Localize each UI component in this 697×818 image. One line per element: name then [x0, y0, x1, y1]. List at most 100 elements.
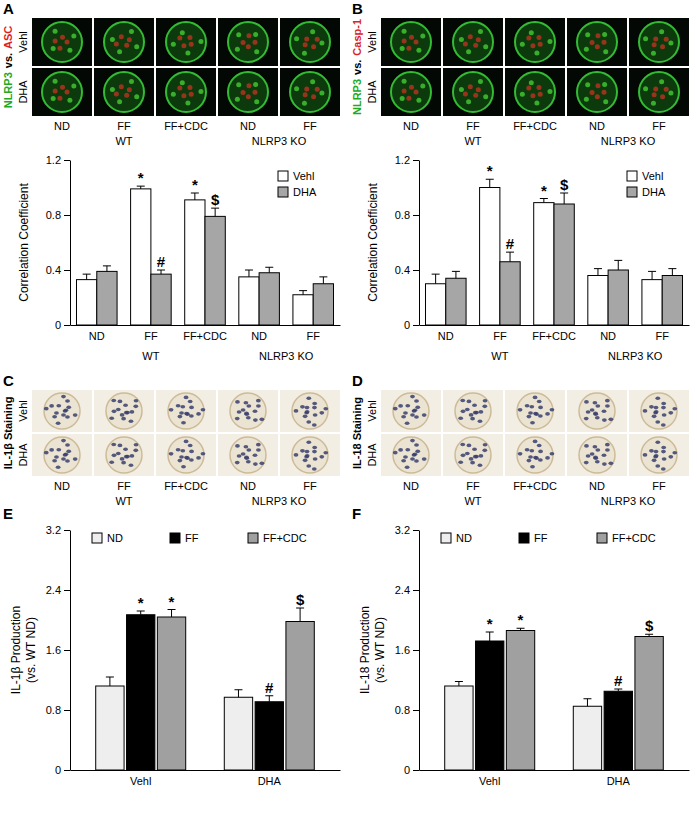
signal	[177, 85, 182, 90]
signal	[53, 39, 58, 44]
glomerulus	[393, 437, 429, 473]
signal	[53, 29, 58, 34]
figure: AVehlDHANLRP3vs.ASCNDFFFF+CDCNDFFWTNLRP3…	[0, 0, 697, 818]
glomerulus	[517, 393, 553, 429]
nucleus	[56, 448, 61, 452]
nucleus	[465, 452, 470, 456]
nucleus	[66, 406, 71, 410]
nucleus	[61, 439, 66, 443]
plot-marks	[96, 608, 315, 770]
signal	[602, 32, 607, 37]
signal	[310, 29, 315, 34]
significance: *	[487, 615, 493, 632]
nucleus	[479, 454, 484, 458]
nucleus	[61, 457, 66, 461]
tick: 0	[404, 764, 419, 776]
error-bar	[191, 193, 199, 200]
micrograph	[156, 390, 216, 432]
error-bar	[540, 199, 548, 203]
glomerulus	[230, 393, 266, 429]
legend-item: ND	[92, 532, 123, 544]
nucleus	[246, 404, 251, 408]
tick-mark	[64, 530, 70, 531]
micrograph	[32, 68, 92, 116]
glomerulus	[292, 393, 328, 429]
row-label: DHA	[17, 80, 29, 104]
tick-mark	[413, 530, 419, 531]
tick-label: 3.2	[395, 524, 410, 536]
panel-label: F	[352, 505, 361, 522]
bar	[255, 702, 283, 770]
nucleus	[73, 413, 78, 417]
signal	[664, 87, 669, 92]
micrograph-background	[443, 390, 503, 432]
micrograph-background	[443, 18, 503, 66]
error-bar	[583, 699, 591, 707]
legend-swatch	[519, 533, 529, 543]
nucleus	[256, 448, 261, 452]
signal	[595, 44, 600, 49]
chart: E*#*$00.81.62.43.2VehlDHAIL-1β Productio…	[3, 505, 341, 787]
axis-title: IL-1β Production	[9, 606, 23, 694]
nucleus	[121, 417, 126, 421]
nucleus	[661, 402, 666, 406]
nucleus	[410, 457, 415, 461]
error-bar	[211, 208, 219, 216]
signal	[241, 90, 246, 95]
signal	[595, 83, 600, 88]
glomerulus	[104, 22, 144, 62]
legend-swatch	[248, 533, 258, 543]
column-label: FF+CDC	[164, 480, 208, 492]
column-label: ND	[589, 480, 605, 492]
nucleus	[63, 453, 68, 457]
group-label: NLRP3 KO	[601, 135, 656, 147]
bar	[425, 284, 445, 325]
nucleus	[201, 452, 206, 456]
bar	[608, 270, 628, 325]
nucleus	[533, 440, 538, 444]
nucleus	[661, 446, 666, 450]
tick: 1.2	[46, 154, 70, 166]
nucleus	[412, 409, 417, 413]
signal	[124, 93, 129, 98]
nucleus	[303, 415, 308, 419]
nucleus	[319, 455, 324, 459]
signal	[402, 89, 407, 94]
micrograph-background	[505, 390, 565, 432]
signal	[60, 85, 65, 90]
nucleus	[52, 459, 57, 463]
nucleus	[184, 396, 189, 400]
signal	[187, 85, 192, 90]
error-bar	[137, 186, 145, 189]
nucleus	[305, 454, 310, 458]
nucleus	[243, 401, 248, 405]
bar	[293, 295, 313, 325]
nucleus	[655, 420, 660, 424]
nucleus	[605, 443, 610, 447]
micrograph	[567, 18, 627, 66]
nucleus	[533, 412, 538, 416]
nucleus	[533, 456, 538, 460]
error-bar	[560, 193, 568, 204]
legend-label: FF	[185, 532, 199, 544]
x-axis: NDFFFF+CDCNDFF	[420, 325, 690, 342]
micrograph-background	[280, 18, 340, 66]
signal	[304, 36, 309, 41]
signal	[185, 101, 190, 106]
tick-label: DHA	[607, 775, 631, 787]
nucleus	[592, 445, 597, 449]
tick-label: 1.6	[46, 644, 61, 656]
micrograph-background	[156, 18, 216, 66]
tick-mark	[413, 710, 419, 711]
nucleus	[196, 456, 201, 460]
tick-mark	[413, 650, 419, 651]
group-label: NLRP3 KO	[259, 350, 314, 362]
nucleus	[56, 404, 61, 408]
column-label: FF	[466, 480, 480, 492]
panel-label: C	[3, 372, 14, 389]
nucleus	[246, 460, 251, 464]
signal	[406, 46, 411, 51]
signal	[483, 94, 488, 99]
nucleus	[112, 410, 117, 414]
nucleus	[133, 449, 138, 453]
